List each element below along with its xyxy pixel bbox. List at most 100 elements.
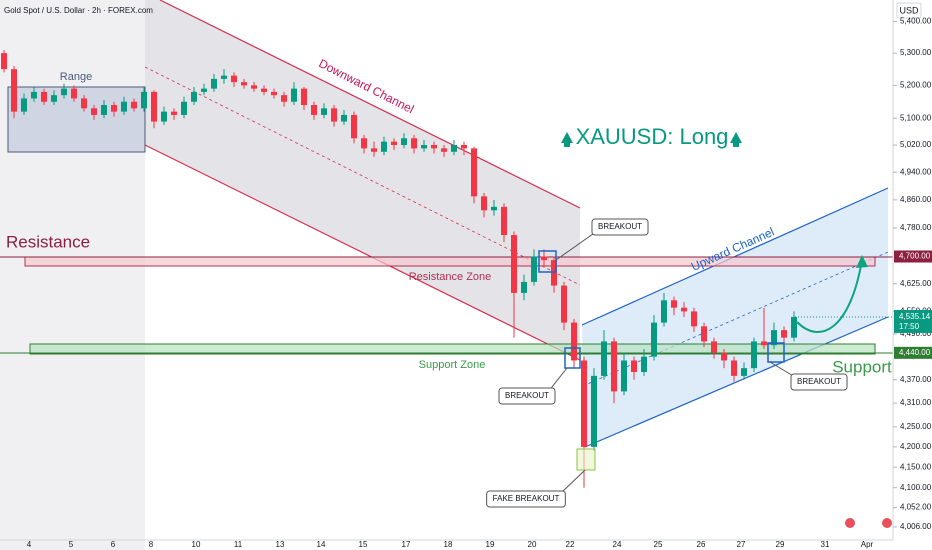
annotation: Resistance Zone xyxy=(409,271,492,283)
y-tick-label: 4,100.00 xyxy=(900,483,932,492)
x-tick-label: 20 xyxy=(528,540,537,549)
last-price-tag xyxy=(894,309,932,333)
event-icon xyxy=(845,518,855,528)
y-tick-label: 5,400.00 xyxy=(900,17,932,26)
x-tick-label: 31 xyxy=(821,540,830,549)
candle-body xyxy=(141,91,147,109)
callout-label: BREAKOUT xyxy=(505,391,549,400)
y-tick-label: 4,310.00 xyxy=(900,398,932,407)
candle-body xyxy=(341,114,347,122)
callout-box xyxy=(498,387,556,405)
breakout-marker xyxy=(767,342,785,363)
y-tick-label: 5,100.00 xyxy=(900,113,932,122)
x-tick-label: 8 xyxy=(149,540,154,549)
forecast-arrow xyxy=(796,259,863,333)
x-tick-label: 15 xyxy=(359,540,368,549)
candle-body xyxy=(371,148,377,152)
x-tick-label: 14 xyxy=(317,540,326,549)
candle-body xyxy=(261,88,267,92)
candle-body xyxy=(361,138,367,149)
candle-body xyxy=(251,85,257,89)
candle-body xyxy=(741,368,747,376)
y-tick-label: 4,006.00 xyxy=(900,522,932,531)
candle-body xyxy=(1,53,7,70)
candle-body xyxy=(291,88,297,102)
y-tick-label: 4,490.00 xyxy=(900,329,932,338)
y-tick-label: 5,300.00 xyxy=(900,48,932,57)
candle-body xyxy=(681,307,687,312)
candle-body xyxy=(11,69,17,112)
candle-body xyxy=(471,148,477,197)
candle-body xyxy=(421,145,427,149)
headline: XAUUSD: Long xyxy=(576,124,729,149)
candle-body xyxy=(511,235,517,293)
candle-body xyxy=(651,322,657,357)
arrow-icon xyxy=(733,142,739,147)
candle-body xyxy=(641,356,647,373)
candle-body xyxy=(21,98,27,112)
candle-body xyxy=(571,322,577,361)
candle-body xyxy=(61,88,67,96)
candle-body xyxy=(531,256,537,282)
y-tick-label: 4,860.00 xyxy=(900,195,932,204)
candle-body xyxy=(631,360,637,373)
candle-body xyxy=(721,352,727,361)
x-tick-label: 29 xyxy=(776,540,785,549)
y-tick-label: 4,150.00 xyxy=(900,462,932,471)
candle-body xyxy=(351,114,357,139)
candle-body xyxy=(431,145,437,149)
channel-line xyxy=(584,316,889,448)
x-tick-label: 10 xyxy=(192,540,201,549)
candle-body xyxy=(481,196,487,211)
candle-body xyxy=(401,138,407,146)
candle-body xyxy=(701,326,707,342)
candle-body xyxy=(591,375,597,447)
candle-body xyxy=(461,145,467,149)
candle-body xyxy=(611,341,617,392)
candle-body xyxy=(121,101,127,112)
candle-body xyxy=(131,101,137,109)
y-tick-label: 4,780.00 xyxy=(900,223,932,232)
channel-line xyxy=(144,144,581,361)
candle-body xyxy=(381,141,387,152)
candle-body xyxy=(181,101,187,115)
candle-body xyxy=(241,82,247,86)
level-tag-label: 4,700.00 xyxy=(899,252,931,261)
candle-body xyxy=(51,95,57,102)
level-tag-label: 4,440.00 xyxy=(899,348,931,357)
x-tick-label: 13 xyxy=(276,540,285,549)
upward-channel-fill xyxy=(582,188,888,447)
event-icon xyxy=(882,518,892,528)
candle-body xyxy=(541,256,547,261)
candle-body xyxy=(601,341,607,376)
callout-box xyxy=(790,373,848,391)
candle-body xyxy=(771,330,777,346)
y-tick-label: 5,020.00 xyxy=(900,140,932,149)
candle-body xyxy=(91,108,97,115)
candle-body xyxy=(521,281,527,293)
candle-body xyxy=(81,98,87,109)
arrow-icon xyxy=(730,132,742,143)
candle-body xyxy=(71,88,77,99)
candle-body xyxy=(171,111,177,115)
candle-body xyxy=(281,95,287,102)
annotation: Range xyxy=(60,71,92,83)
fake-breakout-marker xyxy=(576,448,596,471)
arrow-icon xyxy=(561,132,573,143)
annotation: Resistance xyxy=(6,232,90,251)
candle-body xyxy=(191,91,197,102)
candle-body xyxy=(311,105,317,115)
y-tick-label: 4,370.00 xyxy=(900,375,932,384)
candle-body xyxy=(111,105,117,112)
resistance-zone xyxy=(24,256,876,267)
candle-body xyxy=(211,78,217,89)
callout-label: BREAKOUT xyxy=(598,222,642,231)
candle-body xyxy=(221,75,227,79)
candle-body xyxy=(161,111,167,122)
support-zone xyxy=(29,343,876,355)
x-tick-label: 27 xyxy=(737,540,746,549)
x-tick-label: 22 xyxy=(566,540,575,549)
chart-title: Gold Spot / U.S. Dollar · 2h · FOREX.com xyxy=(4,6,153,15)
